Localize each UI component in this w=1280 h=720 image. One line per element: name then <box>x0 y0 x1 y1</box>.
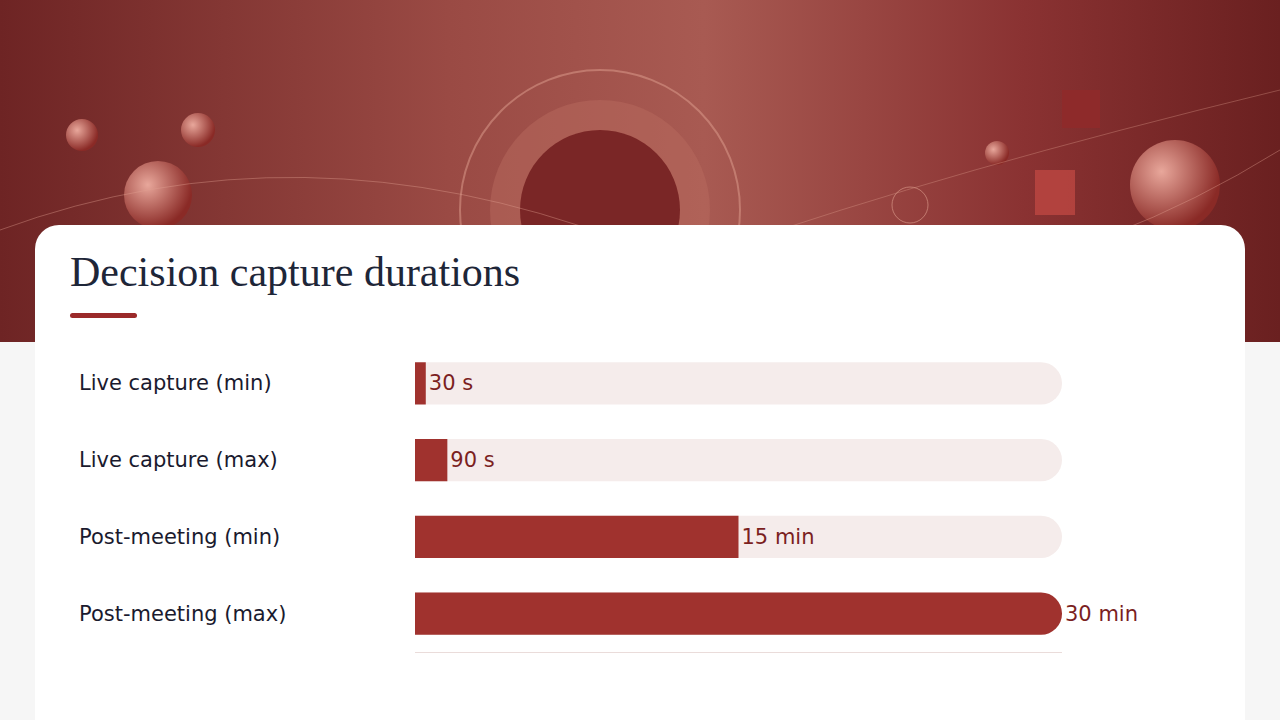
svg-text:30 min: 30 min <box>1065 602 1138 626</box>
svg-text:15 min: 15 min <box>742 525 815 549</box>
svg-text:Live capture (min): Live capture (min) <box>79 371 272 395</box>
svg-text:30 s: 30 s <box>429 371 473 395</box>
svg-text:Post-meeting (max): Post-meeting (max) <box>79 602 286 626</box>
svg-text:90 s: 90 s <box>450 448 494 472</box>
svg-text:Live capture (max): Live capture (max) <box>79 448 278 472</box>
html-text:Decision capture durations: Decision capture durations <box>70 249 521 295</box>
svg-text:Post-meeting (min): Post-meeting (min) <box>79 525 280 549</box>
